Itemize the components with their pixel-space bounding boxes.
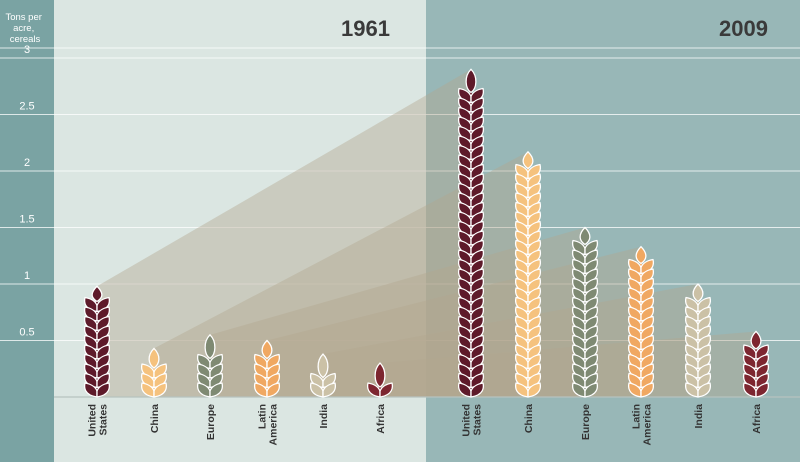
category-label-line: India [318,404,330,429]
y-tick-label: 2 [24,157,30,169]
category-label-line: Europe [580,404,592,440]
category-label-line: States [472,404,484,436]
category-label-line: Europe [205,404,217,440]
wheat-stalk-1961 [366,362,394,398]
y-tick-label: 2.5 [19,101,34,113]
y-axis-label-line: cereals [10,34,41,45]
category-label-line: China [149,404,161,433]
wheat-stalk-1961 [253,339,281,398]
wheat-stalk-2009 [684,283,712,398]
y-tick-label: 0.5 [19,327,34,339]
panel-1961 [54,0,426,462]
axis-panel [0,0,54,462]
y-axis-label-line: acre, [13,23,34,34]
category-label: China [149,404,161,433]
wheat-stalk-2009 [514,150,542,398]
y-axis-label: Tons per acre, cereals [5,12,44,45]
category-label-line: Latin [257,404,269,429]
category-label-line: America [642,404,654,446]
panel-title-2009: 2009 [719,16,768,41]
y-tick-label: 3 [24,44,30,56]
wheat-stalk-1961 [83,285,111,398]
yield-band [267,246,641,397]
y-tick-label: 1 [24,270,30,282]
gridlines [0,47,800,341]
wheat-stalk-2009 [457,68,485,398]
y-tick-label: 1.5 [19,214,34,226]
wheat-stalks [83,68,770,398]
category-label-line: Africa [751,404,763,434]
category-label: UnitedStates [87,404,110,437]
yield-band [97,69,471,398]
category-label-line: Africa [375,404,387,434]
category-label-line: United [461,404,473,437]
y-axis-label-line: Tons per [5,12,41,23]
category-label: Europe [205,404,217,440]
category-label-line: United [87,404,99,437]
category-label-line: India [693,404,705,429]
wheat-stalk-2009 [742,330,770,398]
wheat-stalk-1961 [140,347,168,398]
yield-band [210,227,585,397]
category-label: Africa [751,404,763,434]
wheat-stalk-2009 [627,245,655,398]
category-label-line: States [98,404,110,436]
category-label-line: Latin [631,404,643,429]
category-label: India [318,404,330,429]
category-label: China [523,404,535,433]
yield-band [323,284,698,397]
category-label-line: America [268,404,280,446]
category-label-line: China [523,404,535,433]
wheat-stalk-1961 [196,333,224,398]
panel-2009 [426,0,800,462]
yield-band [154,151,528,397]
panel-title-1961: 1961 [341,16,390,41]
category-label: LatinAmerica [257,404,280,446]
category-label: UnitedStates [461,404,484,437]
category-label: LatinAmerica [631,404,654,446]
category-label: Europe [580,404,592,440]
y-axis: Tons per acre, cereals 0.5 1 1.5 2 2.5 3 [5,12,44,339]
category-label: Africa [375,404,387,434]
category-label: India [693,404,705,429]
wheat-stalk-2009 [571,226,599,398]
wheat-stalk-1961 [309,353,337,398]
